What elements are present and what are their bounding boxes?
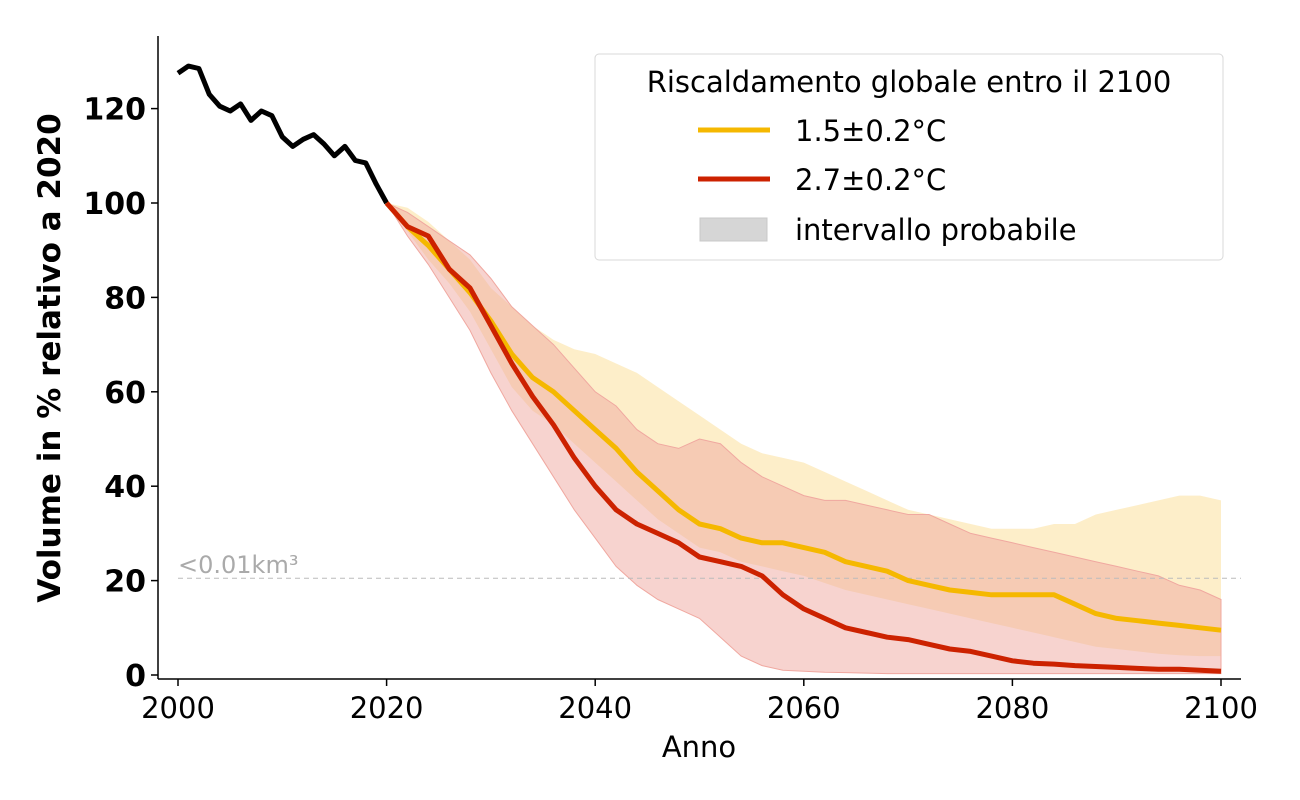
legend-label-1-5: 1.5±0.2°C [795, 114, 946, 148]
legend-title: Riscaldamento globale entro il 2100 [647, 65, 1172, 99]
x-axis-label: Anno [662, 730, 736, 764]
x-tick-label: 2000 [141, 691, 215, 725]
legend-label-range: intervallo probabile [795, 213, 1077, 247]
x-tick-label: 2100 [1184, 691, 1258, 725]
series-line-historical [176, 63, 389, 205]
y-tick-label: 80 [104, 281, 146, 316]
series-line-1-5 [384, 201, 1222, 633]
likely-range-bands [385, 201, 1222, 675]
band-2-7 [385, 201, 1222, 675]
threshold-annotation: <0.01km³ [178, 551, 298, 579]
y-axis-label: Volume in % relativo a 2020 [32, 113, 68, 602]
legend-swatch-range [699, 217, 768, 242]
y-tick-label: 60 [104, 376, 146, 411]
series-lines [176, 63, 1222, 674]
legend: Riscaldamento globale entro il 2100 1.5±… [594, 53, 1224, 261]
y-ticks: 0 20 40 60 80 100 120 [83, 93, 158, 694]
x-tick-label: 2060 [767, 691, 841, 725]
axes [157, 36, 1241, 680]
y-tick-label: 100 [83, 187, 146, 222]
y-tick-label: 40 [104, 470, 146, 505]
x-tick-label: 2020 [350, 691, 424, 725]
y-tick-label: 20 [104, 565, 146, 600]
x-ticks: 2000 2020 2040 2060 2080 2100 [141, 679, 1258, 725]
legend-label-2-7: 2.7±0.2°C [795, 163, 946, 197]
series-line-2-7 [384, 201, 1222, 674]
legend-box [594, 53, 1224, 261]
threshold-group: <0.01km³ [178, 551, 1241, 579]
x-tick-label: 2080 [975, 691, 1049, 725]
x-tick-label: 2040 [558, 691, 632, 725]
y-tick-label: 120 [83, 93, 146, 128]
y-tick-label: 0 [125, 659, 146, 694]
